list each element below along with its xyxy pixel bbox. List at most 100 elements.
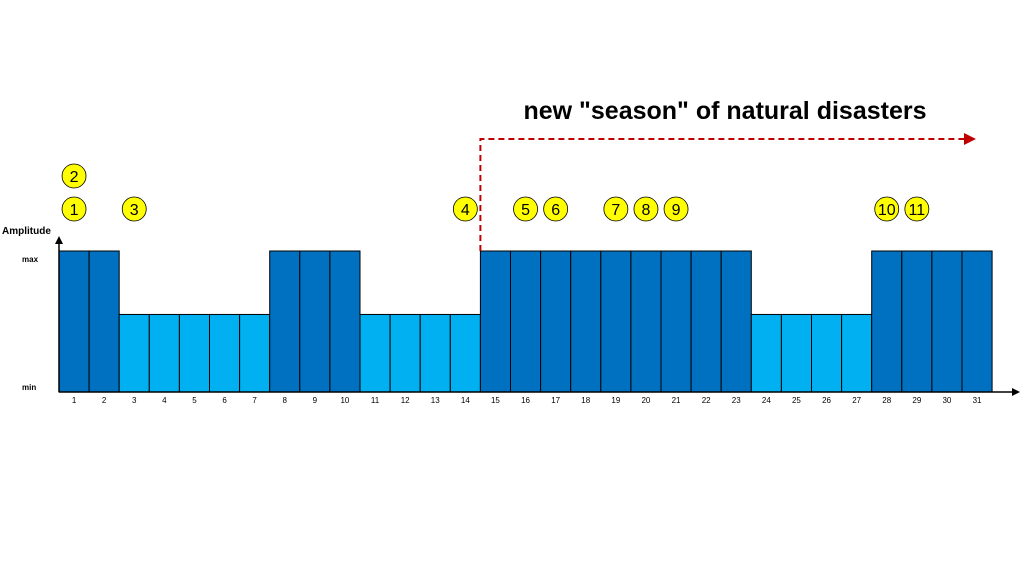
bar-23 bbox=[720, 250, 752, 393]
event-marker-label: 4 bbox=[461, 202, 470, 219]
event-marker-circle bbox=[121, 196, 147, 222]
bar-1 bbox=[58, 250, 90, 393]
event-marker-4: 4 bbox=[452, 196, 478, 222]
x-tick-label-22: 22 bbox=[702, 396, 711, 405]
x-tick-label-20: 20 bbox=[641, 396, 650, 405]
x-tick-label-21: 21 bbox=[672, 396, 681, 405]
event-marker-circle bbox=[633, 196, 659, 222]
event-marker-label: 3 bbox=[130, 202, 139, 219]
bar-27 bbox=[841, 313, 873, 393]
event-marker-label: 5 bbox=[521, 202, 530, 219]
event-marker-circle bbox=[543, 196, 569, 222]
x-tick-label-11: 11 bbox=[371, 396, 380, 405]
x-tick-label-3: 3 bbox=[132, 396, 137, 405]
event-markers: 1 2 3 4 5 6 7 8 9 10 11 bbox=[61, 163, 930, 222]
x-tick-label-6: 6 bbox=[222, 396, 227, 405]
bar-15 bbox=[479, 250, 511, 393]
x-tick-label-14: 14 bbox=[461, 396, 470, 405]
y-tick-label-max: max bbox=[22, 255, 39, 264]
x-tick-label-5: 5 bbox=[192, 396, 197, 405]
event-marker-label: 2 bbox=[70, 169, 79, 186]
bar-11 bbox=[359, 313, 391, 393]
event-marker-5: 5 bbox=[513, 196, 538, 222]
event-marker-11: 11 bbox=[904, 196, 930, 222]
bar-2 bbox=[88, 250, 120, 393]
bar-26 bbox=[811, 313, 843, 393]
bar-18 bbox=[570, 250, 602, 393]
bar-10 bbox=[329, 250, 361, 393]
x-tick-label-30: 30 bbox=[942, 396, 951, 405]
event-marker-3: 3 bbox=[121, 196, 147, 222]
x-tick-label-23: 23 bbox=[732, 396, 741, 405]
event-marker-label: 10 bbox=[878, 202, 896, 219]
event-marker-9: 9 bbox=[663, 196, 689, 222]
event-marker-8: 8 bbox=[633, 196, 659, 222]
x-tick-label-24: 24 bbox=[762, 396, 771, 405]
bar-22 bbox=[690, 250, 722, 393]
x-tick-label-28: 28 bbox=[882, 396, 891, 405]
season-arrow-line bbox=[479, 138, 965, 251]
event-marker-6: 6 bbox=[543, 196, 569, 222]
event-marker-circle bbox=[452, 196, 478, 222]
bar-31 bbox=[961, 250, 993, 393]
x-tick-label-7: 7 bbox=[252, 396, 257, 405]
bar-4 bbox=[148, 313, 180, 393]
x-tick-label-18: 18 bbox=[581, 396, 590, 405]
bar-30 bbox=[931, 250, 963, 393]
annotation-title: new "season" of natural disasters bbox=[523, 97, 926, 125]
bar-12 bbox=[389, 313, 421, 393]
bar-14 bbox=[449, 313, 481, 393]
bar-19 bbox=[600, 250, 632, 393]
x-tick-label-12: 12 bbox=[401, 396, 410, 405]
event-marker-1: 1 bbox=[61, 196, 87, 222]
bar-6 bbox=[209, 313, 241, 393]
event-marker-circle bbox=[513, 196, 538, 222]
event-marker-circle bbox=[603, 196, 629, 222]
axes-group: Amplitude max min bbox=[2, 226, 1020, 396]
event-marker-circle bbox=[663, 196, 689, 222]
bar-20 bbox=[630, 250, 662, 393]
x-tick-label-8: 8 bbox=[283, 396, 288, 405]
bar-24 bbox=[750, 313, 782, 393]
x-tick-label-27: 27 bbox=[852, 396, 861, 405]
x-tick-label-4: 4 bbox=[162, 396, 167, 405]
x-tick-label-25: 25 bbox=[792, 396, 801, 405]
x-tick-label-17: 17 bbox=[551, 396, 560, 405]
event-marker-circle bbox=[61, 196, 87, 222]
x-tick-label-26: 26 bbox=[822, 396, 831, 405]
x-tick-label-2: 2 bbox=[102, 396, 107, 405]
bar-13 bbox=[419, 313, 451, 393]
season-arrow-head bbox=[964, 133, 976, 145]
bar-9 bbox=[299, 250, 331, 393]
event-marker-2: 2 bbox=[61, 163, 87, 189]
y-tick-label-min: min bbox=[22, 383, 36, 392]
event-marker-label: 11 bbox=[909, 202, 926, 219]
x-tick-label-15: 15 bbox=[491, 396, 500, 405]
x-tick-label-29: 29 bbox=[912, 396, 921, 405]
x-tick-label-19: 19 bbox=[611, 396, 620, 405]
bar-3 bbox=[118, 313, 150, 393]
event-marker-circle bbox=[904, 196, 930, 222]
event-marker-10: 10 bbox=[874, 196, 900, 222]
x-tick-labels: 1 2 3 4 5 6 7 8 9 10 11 12 13 14 15 16 17 18 19 20 21 22 23 24 2… bbox=[72, 396, 982, 405]
bar-16 bbox=[510, 250, 542, 393]
event-marker-circle bbox=[874, 196, 900, 222]
event-marker-label: 7 bbox=[611, 202, 620, 219]
x-tick-label-9: 9 bbox=[313, 396, 318, 405]
bar-5 bbox=[178, 313, 210, 393]
bar-8 bbox=[269, 250, 301, 393]
season-annotation: new "season" of natural disasters bbox=[479, 97, 976, 251]
bar-28 bbox=[871, 250, 903, 393]
event-marker-label: 1 bbox=[70, 202, 79, 219]
bar-17 bbox=[540, 250, 572, 393]
x-tick-label-13: 13 bbox=[431, 396, 440, 405]
bars-group bbox=[58, 250, 993, 393]
bar-21 bbox=[660, 250, 692, 393]
bar-7 bbox=[239, 313, 271, 393]
y-axis-title: Amplitude bbox=[2, 226, 51, 237]
bar-29 bbox=[901, 250, 933, 393]
bar-25 bbox=[780, 313, 813, 393]
x-tick-label-31: 31 bbox=[973, 396, 982, 405]
event-marker-label: 9 bbox=[672, 202, 681, 219]
